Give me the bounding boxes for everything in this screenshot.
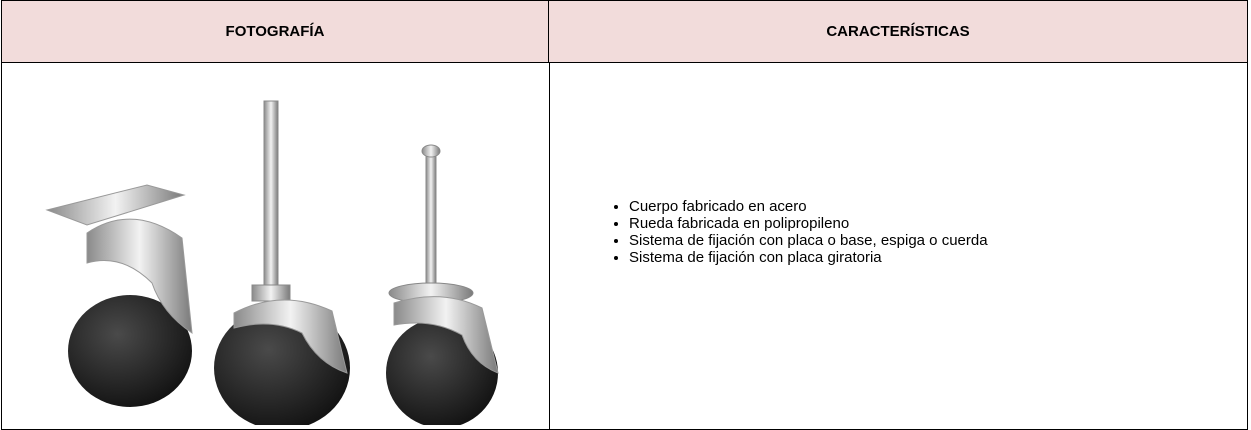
feature-item: Sistema de fijación con placa o base, es… (629, 232, 988, 249)
feature-item: Cuerpo fabricado en acero (629, 198, 988, 215)
header-cell: FOTOGRAFÍA (2, 1, 549, 63)
feature-item: Rueda fabricada en polipropileno (629, 215, 988, 232)
header-cell: CARACTERÍSTICAS (549, 1, 1247, 63)
feature-item: Sistema de fijación con placa giratoria (629, 249, 988, 266)
feature-list: Cuerpo fabricado en aceroRueda fabricada… (586, 198, 988, 266)
product-photo (45, 100, 499, 425)
column-divider (549, 63, 550, 429)
